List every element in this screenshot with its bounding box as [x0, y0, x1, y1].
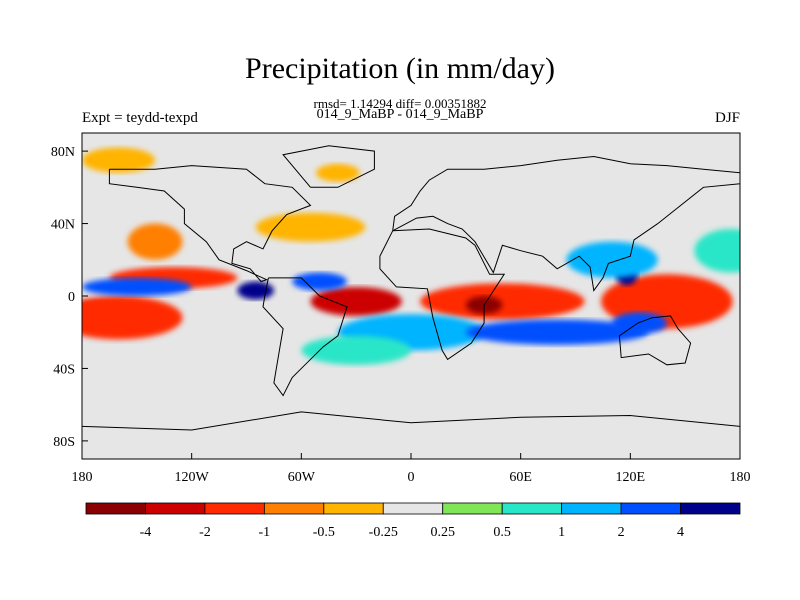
precip-anomaly-patch: [566, 241, 658, 278]
stats-label: rmsd= 1.14294 diff= 0.00351882: [313, 96, 487, 111]
colorbar-label: 0.25: [430, 525, 455, 540]
colorbar-swatch: [501, 502, 563, 515]
lat-tick-label: 0: [68, 290, 75, 305]
colorbar-swatch: [382, 502, 444, 515]
coastline-path: [282, 145, 375, 188]
lon-tick-label: 120E: [616, 470, 646, 485]
coastline-path: [379, 228, 506, 361]
coastline-path: [262, 277, 348, 397]
precip-anomaly-patch: [82, 147, 156, 173]
precip-anomaly-patch: [237, 281, 274, 300]
lat-tick-label: 40S: [53, 362, 75, 377]
precip-anomaly-patch: [255, 212, 366, 242]
precip-anomaly-patch: [310, 286, 402, 316]
colorbar-swatch: [323, 502, 384, 515]
lon-tick-label: 180: [730, 470, 751, 485]
precip-anomaly-patch: [82, 296, 183, 340]
colorbar-label: -2: [199, 525, 211, 540]
colorbar-label: 4: [677, 525, 684, 540]
precip-anomaly-patch: [127, 223, 183, 260]
lon-tick-label: 60W: [288, 470, 316, 485]
lon-tick-label: 0: [408, 470, 415, 485]
plot-title: Precipitation (in mm/day): [245, 52, 555, 85]
coastline: [82, 145, 740, 431]
precip-anomaly-patch: [315, 163, 360, 182]
lon-axis: 180 120W 60W 0 60E 120E 180: [72, 453, 751, 485]
precip-anomaly-patch: [82, 277, 192, 297]
colorbar-label: -0.25: [369, 525, 398, 540]
coastline-path: [108, 165, 312, 283]
colorbar-swatch: [85, 502, 146, 515]
colorbar-label: -1: [259, 525, 271, 540]
lat-tick-label: 80S: [53, 435, 75, 450]
lat-tick-label: 80N: [51, 145, 75, 160]
colorbar-swatch: [442, 502, 503, 515]
lon-tick-label: 120W: [175, 470, 210, 485]
colorbar-label: 1: [558, 525, 565, 540]
precip-anomaly-patch: [420, 283, 585, 320]
colorbar-label: 2: [618, 525, 625, 540]
precip-anomaly-patch: [292, 272, 348, 291]
precip-anomaly-patch: [301, 335, 411, 365]
colorbar-label: -4: [140, 525, 152, 540]
lon-tick-label: 60E: [509, 470, 532, 485]
season-label: DJF: [714, 110, 740, 126]
lat-axis: 80N 40N 0 40S 80S: [51, 145, 88, 450]
colorbar-swatch: [263, 502, 325, 515]
coastline-path: [82, 411, 740, 431]
case-label: 014_9_MaBP - 014_9_MaBP: [316, 107, 484, 122]
colorbar-swatch: [204, 502, 265, 515]
precip-anomaly-patch: [694, 228, 740, 273]
coastline-path: [392, 155, 740, 292]
lat-tick-label: 40N: [51, 218, 75, 233]
colorbar-swatch: [680, 502, 741, 515]
colorbar-swatch: [145, 502, 206, 515]
colorbar: -4 -2 -1 -0.5 -0.25 0.25 0.5 1 2 4: [85, 502, 741, 540]
colorbar-swatch: [620, 502, 681, 515]
lon-tick-label: 180: [72, 470, 93, 485]
colorbar-label: -0.5: [313, 525, 335, 540]
experiment-label: Expt = teydd-texpd: [82, 110, 198, 126]
colorbar-label: 0.5: [493, 525, 511, 540]
colorbar-swatch: [561, 502, 622, 515]
precip-anomaly-patch: [465, 319, 649, 345]
coastline-path: [618, 315, 692, 366]
